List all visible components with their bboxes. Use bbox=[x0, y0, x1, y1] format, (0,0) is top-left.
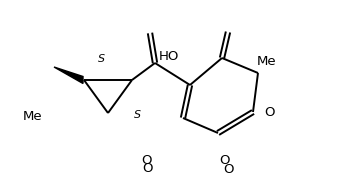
Polygon shape bbox=[54, 67, 83, 83]
Text: O: O bbox=[264, 105, 275, 119]
Text: S: S bbox=[98, 54, 105, 64]
Text: S: S bbox=[134, 110, 141, 120]
Text: O: O bbox=[224, 163, 234, 176]
Text: O: O bbox=[143, 162, 153, 175]
Text: HO: HO bbox=[159, 50, 179, 63]
Text: O: O bbox=[142, 154, 152, 167]
Text: O: O bbox=[220, 154, 230, 167]
Text: Me: Me bbox=[22, 110, 42, 122]
Text: Me: Me bbox=[257, 55, 277, 68]
